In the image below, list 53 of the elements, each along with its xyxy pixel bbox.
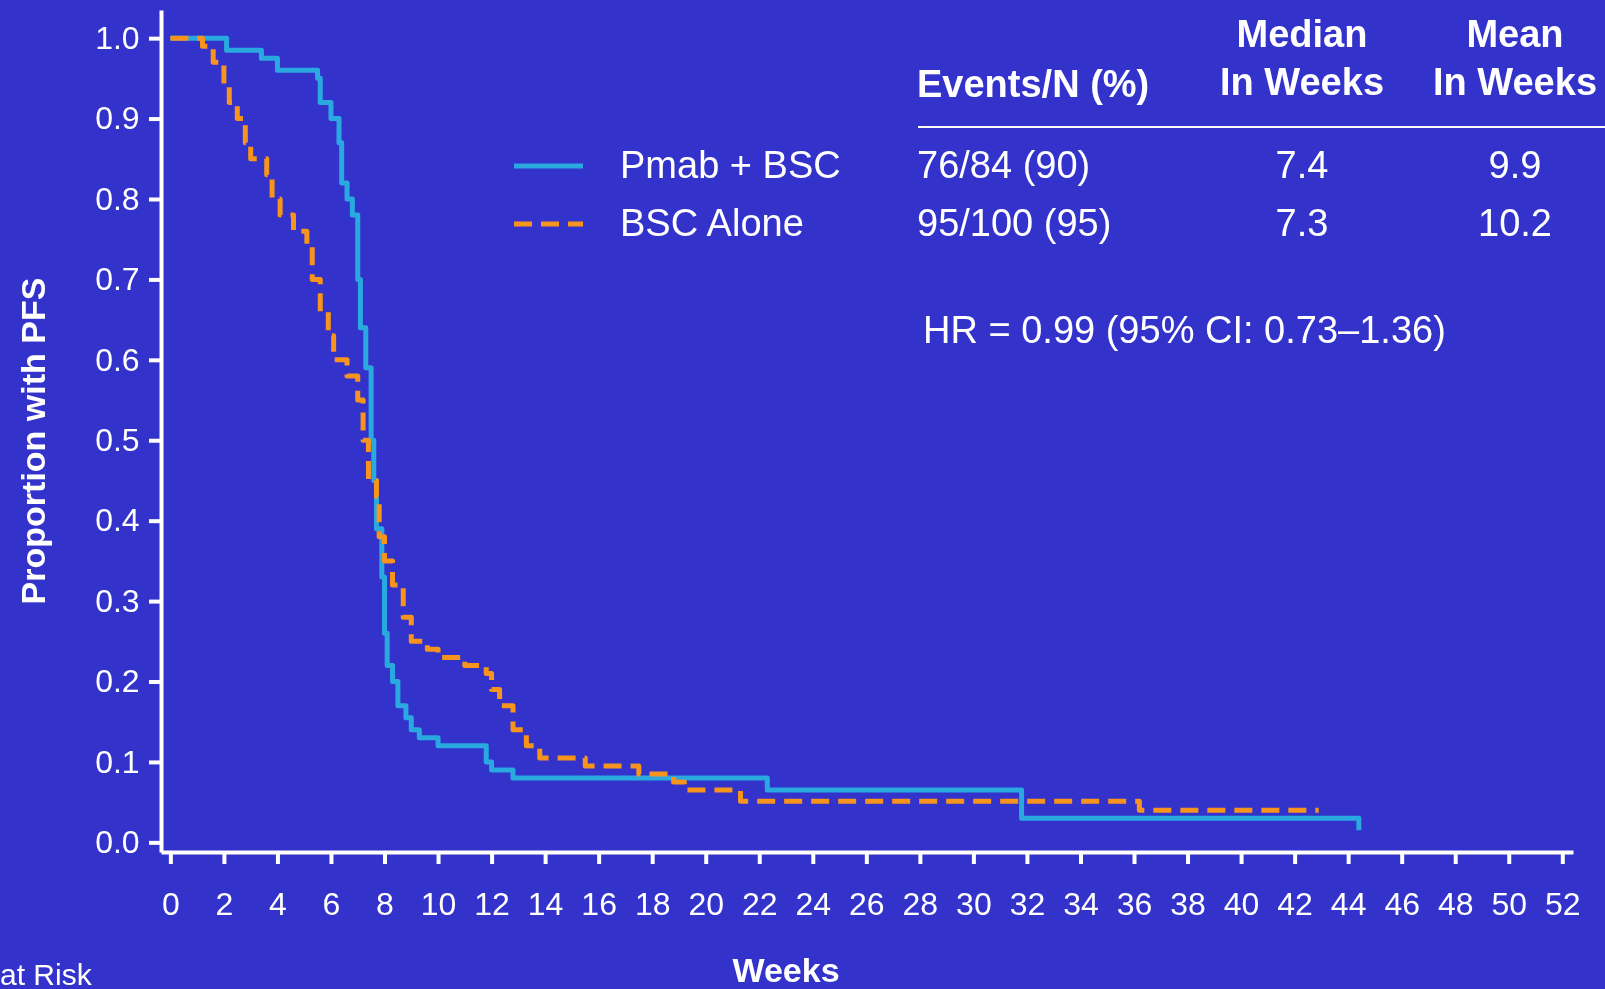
legend-label: BSC Alone (620, 202, 804, 244)
y-tick-label: 0.7 (95, 261, 140, 298)
x-tick-label: 14 (527, 886, 564, 922)
annotation: 9.9 (1488, 144, 1542, 186)
y-tick-label: 0.1 (95, 743, 140, 780)
x-tick-label: 32 (1009, 886, 1046, 922)
x-tick-label: 0 (161, 886, 180, 922)
x-tick-label: 26 (849, 886, 885, 922)
x-tick-label: 36 (1116, 886, 1153, 922)
text: at Risk (0, 958, 93, 989)
x-tick-label: 40 (1223, 886, 1260, 922)
y-tick-label: 0.0 (95, 824, 140, 861)
x-tick-label: 4 (269, 886, 287, 922)
x-tick-label: 8 (376, 886, 394, 922)
x-tick-label: 16 (581, 886, 617, 922)
annotation: 10.2 (1478, 202, 1552, 244)
x-tick-label: 22 (741, 886, 778, 922)
x-tick-label: 6 (322, 886, 341, 922)
x-tick-label: 44 (1330, 886, 1367, 922)
annotation: Events/N (%) (917, 63, 1150, 105)
y-tick-label: 0.4 (95, 502, 140, 539)
x-tick-label: 20 (688, 886, 725, 922)
y-tick-label: 0.5 (95, 421, 140, 458)
x-tick-label: 12 (474, 886, 510, 922)
annotation: 76/84 (90) (917, 144, 1091, 186)
legend-label: Pmab + BSC (620, 144, 841, 186)
y-tick-label: 0.6 (95, 341, 140, 378)
x-tick-label: 50 (1491, 886, 1528, 922)
annotation: 7.3 (1275, 202, 1329, 244)
x-tick-label: 48 (1437, 886, 1474, 922)
annotation: 95/100 (95) (917, 202, 1112, 244)
y-tick-label: 1.0 (95, 19, 140, 56)
annotation: Mean In Weeks (1432, 13, 1598, 103)
x-tick-label: 24 (795, 886, 832, 922)
x-tick-label: 10 (420, 886, 457, 922)
x-tick-label: 42 (1277, 886, 1313, 922)
annotation: Median In Weeks (1219, 13, 1385, 103)
y-tick-label: 0.8 (95, 180, 140, 217)
x-axis-title: Weeks (732, 951, 840, 989)
x-tick-label: 2 (215, 886, 234, 922)
x-tick-label: 28 (902, 886, 939, 922)
annotation: HR = 0.99 (95% CI: 0.73–1.36) (923, 309, 1446, 351)
x-tick-label: 30 (956, 886, 992, 922)
x-tick-label: 34 (1063, 886, 1099, 922)
x-tick-label: 18 (634, 886, 671, 922)
y-axis-title: Proportion with PFS (14, 277, 52, 605)
x-tick-label: 46 (1384, 886, 1420, 922)
annotation: 7.4 (1275, 144, 1329, 186)
y-tick-label: 0.3 (95, 582, 140, 619)
x-tick-label: 52 (1545, 886, 1581, 922)
y-tick-label: 0.2 (95, 663, 140, 700)
x-tick-label: 38 (1170, 886, 1206, 922)
y-tick-label: 0.9 (95, 100, 140, 137)
